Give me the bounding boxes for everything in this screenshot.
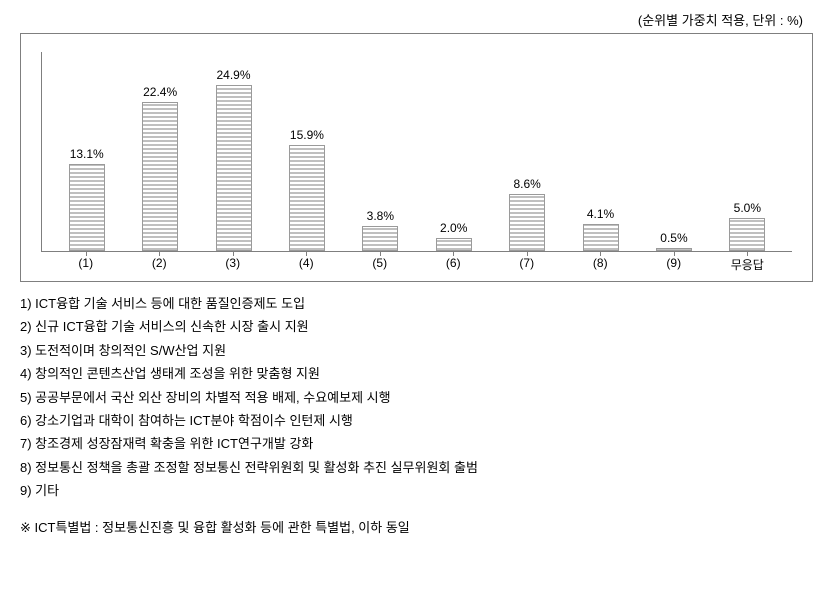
bar-group: 24.9% (197, 52, 270, 251)
bar-value-label: 0.5% (660, 231, 687, 245)
bar (69, 164, 105, 251)
legend-list: 1) ICT융합 기술 서비스 등에 대한 품질인증제도 도입2) 신규 ICT… (20, 292, 813, 503)
bar-value-label: 3.8% (367, 209, 394, 223)
bar (436, 238, 472, 251)
x-tick-label: (2) (123, 256, 197, 273)
x-tick-label: (3) (196, 256, 270, 273)
header-unit-note: (순위별 가중치 적용, 단위 : %) (20, 10, 813, 29)
bar-group: 3.8% (344, 52, 417, 251)
bar-chart: 13.1% 22.4% 24.9% 15.9% 3.8% 2.0% 8.6% 4.1% 0.5%… (41, 52, 792, 252)
bar-value-label: 22.4% (143, 85, 177, 99)
bar-group: 0.5% (637, 52, 710, 251)
bar-group: 4.1% (564, 52, 637, 251)
x-tick-label: (6) (417, 256, 491, 273)
bar-value-label: 8.6% (513, 177, 540, 191)
bar-group: 5.0% (711, 52, 784, 251)
bar-value-label: 24.9% (217, 68, 251, 82)
bar (509, 194, 545, 251)
x-axis: (1)(2)(3)(4)(5)(6)(7)(8)(9)무응답 (41, 252, 792, 273)
bar-value-label: 4.1% (587, 207, 614, 221)
legend-item: 8) 정보통신 정책을 총괄 조정할 정보통신 전략위원회 및 활성화 추진 실… (20, 456, 813, 479)
bar-group: 8.6% (490, 52, 563, 251)
x-tick-label: 무응답 (711, 256, 785, 273)
bar-value-label: 5.0% (734, 201, 761, 215)
bar-value-label: 15.9% (290, 128, 324, 142)
x-tick-label: (5) (343, 256, 417, 273)
x-tick-label: (9) (637, 256, 711, 273)
bar (142, 102, 178, 251)
bar (289, 145, 325, 251)
bar-group: 2.0% (417, 52, 490, 251)
footnote: ※ ICT특별법 : 정보통신진흥 및 융합 활성화 등에 관한 특별법, 이하… (20, 517, 813, 539)
legend-item: 4) 창의적인 콘텐츠산업 생태계 조성을 위한 맞춤형 지원 (20, 362, 813, 385)
bar (729, 218, 765, 251)
chart-container: 13.1% 22.4% 24.9% 15.9% 3.8% 2.0% 8.6% 4.1% 0.5%… (20, 33, 813, 282)
legend-item: 6) 강소기업과 대학이 참여하는 ICT분야 학점이수 인턴제 시행 (20, 409, 813, 432)
legend-item: 5) 공공부문에서 국산 외산 장비의 차별적 적용 배제, 수요예보제 시행 (20, 386, 813, 409)
bar (216, 85, 252, 251)
legend-item: 9) 기타 (20, 479, 813, 502)
bar-value-label: 13.1% (70, 147, 104, 161)
bar-group: 22.4% (123, 52, 196, 251)
legend-item: 2) 신규 ICT융합 기술 서비스의 신속한 시장 출시 지원 (20, 315, 813, 338)
x-tick-label: (1) (49, 256, 123, 273)
x-tick-label: (4) (270, 256, 344, 273)
legend-item: 7) 창조경제 성장잠재력 확충을 위한 ICT연구개발 강화 (20, 432, 813, 455)
bar-group: 13.1% (50, 52, 123, 251)
legend-item: 3) 도전적이며 창의적인 S/W산업 지원 (20, 339, 813, 362)
bar-group: 15.9% (270, 52, 343, 251)
bar (583, 224, 619, 251)
legend-item: 1) ICT융합 기술 서비스 등에 대한 품질인증제도 도입 (20, 292, 813, 315)
bar (362, 226, 398, 251)
bar-value-label: 2.0% (440, 221, 467, 235)
x-tick-label: (8) (564, 256, 638, 273)
x-tick-label: (7) (490, 256, 564, 273)
